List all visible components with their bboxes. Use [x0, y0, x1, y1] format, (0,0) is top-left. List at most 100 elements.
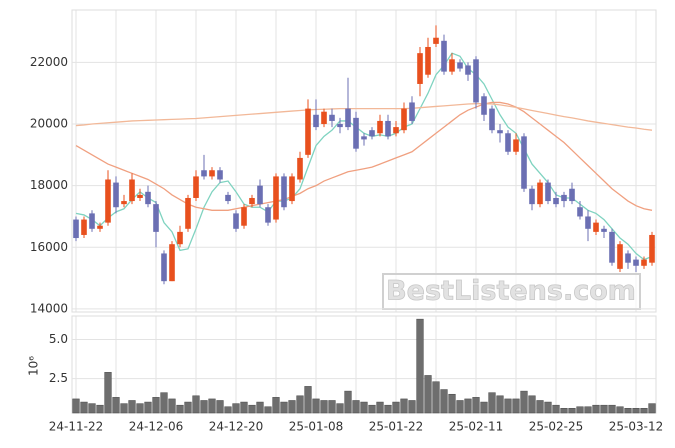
volume-bar [552, 404, 560, 414]
x-tick-label: 25-02-25 [529, 420, 583, 434]
candle-body [153, 204, 159, 232]
volume-bar [488, 392, 496, 414]
volume-bar [472, 397, 480, 414]
candle-body [241, 207, 247, 226]
volume-bar [648, 403, 656, 414]
volume-bar [632, 408, 640, 414]
volume-bar [424, 375, 432, 414]
volume-bar [544, 401, 552, 414]
candle-body [105, 179, 111, 223]
candle-body [505, 133, 511, 152]
candle-body [409, 102, 415, 121]
candle-body [521, 136, 527, 189]
candle-body [217, 170, 223, 180]
candle-body [81, 219, 87, 235]
volume-bar [256, 401, 264, 414]
candle-body [337, 124, 343, 128]
candle-body [97, 225, 103, 229]
candle-body [649, 234, 655, 263]
candle-body [497, 130, 503, 134]
volume-bar [272, 397, 280, 414]
volume-bar [432, 381, 440, 414]
candle-body [137, 194, 143, 198]
candle-body [233, 213, 239, 229]
volume-bar [560, 408, 568, 414]
volume-bar [72, 398, 80, 414]
y-tick-label: 5.0 [49, 332, 68, 346]
volume-bar [288, 400, 296, 414]
volume-bar [344, 390, 352, 414]
volume-bar [232, 403, 240, 414]
watermark: BestListens.com [386, 276, 636, 307]
candle-body [345, 108, 351, 128]
y-tick-label: 2.5 [49, 371, 68, 385]
candle-body [625, 253, 631, 263]
candle-body [585, 216, 591, 229]
x-tick-label: 25-01-08 [289, 420, 343, 434]
volume-bar [528, 395, 536, 414]
candle-body [177, 231, 183, 245]
candle-body [193, 176, 199, 198]
volume-bar [496, 395, 504, 414]
candle-body [89, 213, 95, 229]
x-tick-label: 24-11-22 [49, 420, 103, 434]
volume-bar [96, 404, 104, 414]
candle-body [577, 207, 583, 217]
volume-bar [264, 406, 272, 414]
x-tick-label: 25-01-22 [369, 420, 423, 434]
volume-bar [336, 403, 344, 414]
candle-body [377, 120, 383, 134]
volume-bar [136, 403, 144, 414]
candle-body [185, 197, 191, 229]
volume-bar [520, 390, 528, 414]
candle-body [609, 231, 615, 263]
volume-bar [80, 401, 88, 414]
candle-body [593, 222, 599, 232]
volume-bar [296, 395, 304, 414]
volume-bar [576, 406, 584, 414]
x-tick-label: 24-12-20 [209, 420, 263, 434]
volume-bar [616, 406, 624, 414]
volume-bar [176, 404, 184, 414]
candle-body [537, 182, 543, 205]
moving-average-line [75, 103, 653, 131]
volume-bar [352, 400, 360, 414]
volume-bar [248, 404, 256, 414]
candle-body [305, 108, 311, 155]
volume-bar [464, 398, 472, 414]
candle-body [441, 40, 447, 72]
moving-average-line [75, 52, 653, 261]
volume-bar [376, 401, 384, 414]
volume-bar [504, 398, 512, 414]
moving-average-line [75, 101, 653, 211]
candle-body [257, 185, 263, 205]
volume-bar [104, 372, 112, 414]
volume-bar [456, 400, 464, 414]
x-tick-label: 24-12-06 [129, 420, 183, 434]
volume-bar [240, 401, 248, 414]
volume-bar [320, 400, 328, 414]
candle-body [321, 111, 327, 125]
candle-body [641, 259, 647, 266]
volume-bar [512, 398, 520, 414]
candle-body [129, 179, 135, 202]
candle-body [617, 244, 623, 269]
candle-body [569, 188, 575, 202]
volume-bar [192, 395, 200, 414]
candle-body [529, 188, 535, 205]
volume-bar [184, 401, 192, 414]
volume-bar [360, 401, 368, 414]
candle-body [425, 46, 431, 75]
candle-body [385, 120, 391, 137]
volume-bar [584, 406, 592, 414]
candle-body [457, 62, 463, 69]
volume-bar [480, 401, 488, 414]
candle-body [473, 59, 479, 103]
watermark-box [382, 273, 641, 310]
candle-body [361, 136, 367, 140]
candle-body [433, 37, 439, 44]
volume-bar [224, 406, 232, 414]
volume-bar [448, 393, 456, 414]
volume-bar [400, 398, 408, 414]
